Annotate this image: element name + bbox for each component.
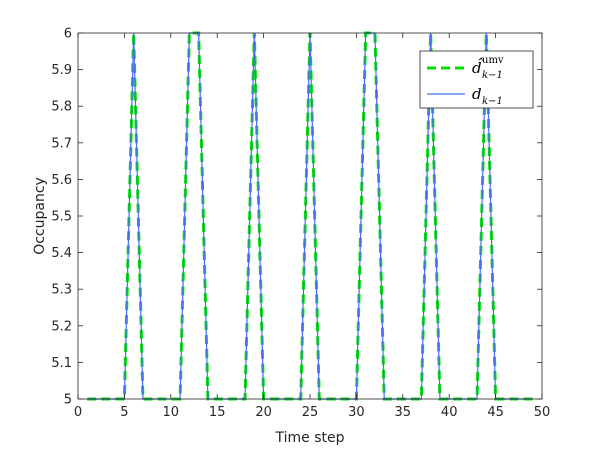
x-tick-label: 10 — [163, 405, 180, 420]
x-tick-label: 50 — [534, 405, 551, 420]
legend-label: d — [472, 85, 482, 103]
y-tick-label: 5.8 — [51, 100, 72, 115]
y-tick-label: 5.5 — [51, 210, 72, 225]
tick-labels: 0 5 10 15 20 25 30 35 40 45 5055.15.25.35.45.55.65… — [51, 27, 550, 421]
y-tick-label: 5.3 — [51, 283, 72, 298]
legend-box — [419, 50, 534, 109]
x-tick-label: 45 — [487, 405, 504, 420]
y-tick-label: 5.1 — [51, 356, 72, 371]
axes — [77, 32, 543, 400]
y-tick-label: 5.9 — [51, 63, 72, 78]
x-axis-label: Time step — [275, 430, 345, 446]
y-tick-label: 5.6 — [51, 173, 72, 188]
x-tick-label: 35 — [395, 405, 412, 420]
y-tick-label: 6 — [64, 27, 72, 42]
legend-label-subscript: k−1 — [482, 70, 503, 81]
x-tick-label: 5 — [120, 405, 128, 420]
legend-label: d̂ — [472, 58, 483, 77]
legend-label-subscript: k−1 — [482, 96, 503, 107]
x-tick-label: 20 — [255, 405, 272, 420]
y-axis-label: Occupancy — [32, 177, 48, 255]
y-tick-label: 5.4 — [51, 246, 72, 261]
x-tick-label: 15 — [209, 405, 226, 420]
x-tick-label: 30 — [348, 405, 365, 420]
y-tick-label: 5.7 — [51, 136, 72, 151]
x-tick-label: 0 — [74, 405, 82, 420]
y-tick-label: 5.2 — [51, 319, 72, 334]
x-tick-label: 40 — [441, 405, 458, 420]
legend-label-superscript: umv — [482, 55, 504, 66]
x-tick-label: 25 — [302, 405, 319, 420]
y-tick-label: 5 — [64, 393, 72, 408]
